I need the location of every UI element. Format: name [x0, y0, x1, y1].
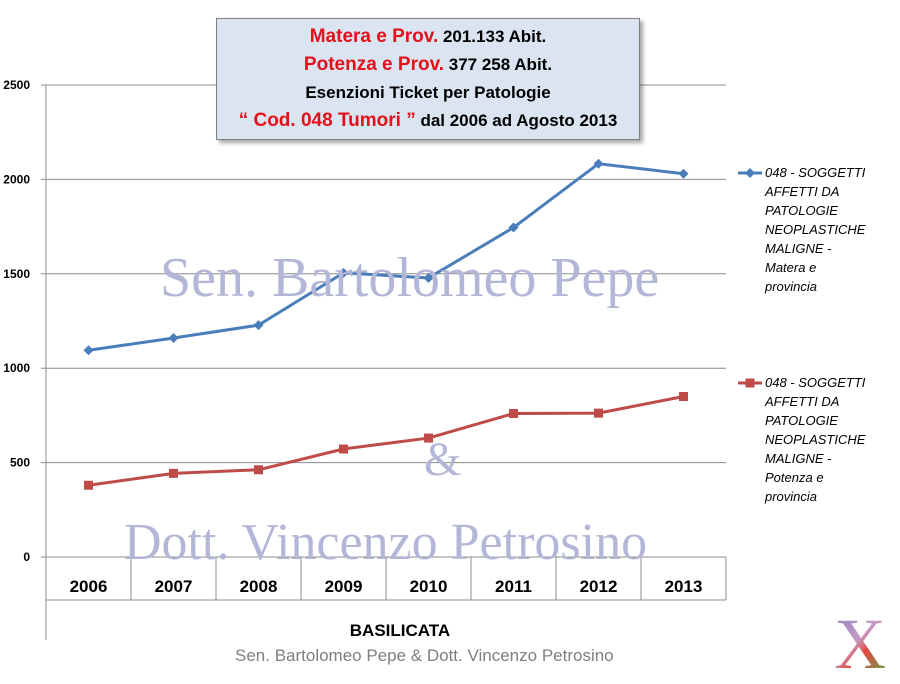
x-tick-label: 2008	[240, 577, 278, 596]
legend-square-icon	[745, 378, 755, 388]
data-point	[338, 267, 349, 278]
chart-title-box: Matera e Prov. 201.133 Abit. Potenza e P…	[216, 18, 640, 140]
legend-label-line: 048 - SOGGETTI	[765, 165, 866, 180]
data-point	[169, 468, 178, 478]
title-potenza-population: 377 258 Abit.	[444, 55, 553, 74]
data-point	[254, 465, 263, 475]
title-matera-population: 201.133 Abit.	[438, 27, 547, 46]
legend-label-line: NEOPLASTICHE	[765, 432, 866, 447]
legend-label-line: PATOLOGIE	[765, 413, 838, 428]
x-tick-label: 2010	[410, 577, 448, 596]
x-tick-label: 2007	[155, 577, 193, 596]
data-point	[594, 408, 603, 418]
legend-label-line: Potenza e	[765, 470, 824, 485]
x-logo-icon: X	[834, 604, 886, 684]
data-point	[83, 345, 94, 356]
legend-label-line: provincia	[765, 489, 818, 504]
series-line-2	[88, 395, 684, 487]
legend-label-line: 048 - SOGGETTI	[765, 375, 866, 390]
legend-label-line: MALIGNE -	[765, 451, 832, 466]
y-tick-label: 2000	[3, 172, 30, 186]
legend-label-line: MALIGNE -	[765, 241, 832, 256]
title-potenza-label: Potenza e Prov.	[303, 54, 445, 75]
data-point	[168, 332, 179, 343]
y-tick-label: 1000	[3, 361, 30, 375]
x-axis-label: BASILICATA	[350, 621, 450, 640]
data-point	[423, 272, 434, 283]
title-period: dal 2006 ad Agosto 2013	[415, 111, 618, 130]
legend-diamond-icon	[745, 168, 755, 178]
legend-label-line: PATOLOGIE	[765, 203, 838, 218]
title-line-1: Matera e Prov. 201.133 Abit.	[217, 23, 639, 51]
data-point	[339, 444, 348, 454]
title-line-4: “ Cod. 048 Tumori ” dal 2006 ad Agosto 2…	[217, 107, 639, 135]
title-matera-label: Matera e Prov.	[309, 26, 439, 47]
data-point	[593, 158, 604, 169]
x-tick-label: 2013	[665, 577, 703, 596]
legend-label-line: NEOPLASTICHE	[765, 222, 866, 237]
x-tick-label: 2012	[580, 577, 618, 596]
x-tick-label: 2006	[70, 577, 108, 596]
data-point	[508, 222, 519, 233]
data-point	[509, 409, 518, 419]
legend-label: 048 - SOGGETTI AFFETTI DA PATOLOGIE NEOPLAS…	[765, 163, 895, 296]
legend-label-line: provincia	[765, 279, 818, 294]
x-tick-label: 2011	[495, 577, 532, 596]
footer-credits: Sen. Bartolomeo Pepe & Dott. Vincenzo Pe…	[235, 646, 614, 665]
data-point	[84, 480, 93, 490]
title-line-2: Potenza e Prov. 377 258 Abit.	[217, 51, 639, 79]
data-point	[679, 392, 688, 402]
legend-label-line: AFFETTI DA	[765, 394, 840, 409]
legend-label-line: Matera e	[765, 260, 817, 275]
y-tick-label: 2500	[3, 78, 30, 92]
data-point	[678, 168, 689, 179]
data-point	[253, 320, 264, 331]
legend-marker	[738, 378, 762, 388]
y-tick-label: 500	[10, 456, 30, 470]
title-code-label: “ Cod. 048 Tumori ”	[238, 110, 416, 131]
legend-marker	[738, 168, 762, 178]
legend-label-line: AFFETTI DA	[765, 184, 840, 199]
y-tick-label: 1500	[3, 267, 30, 281]
title-line-3: Esenzioni Ticket per Patologie	[305, 83, 551, 102]
y-tick-label: 0	[23, 550, 30, 564]
series-line-1	[88, 162, 684, 352]
data-point	[424, 433, 433, 443]
legend-label: 048 - SOGGETTI AFFETTI DA PATOLOGIE NEOPLAS…	[765, 373, 895, 506]
x-tick-label: 2009	[325, 577, 363, 596]
